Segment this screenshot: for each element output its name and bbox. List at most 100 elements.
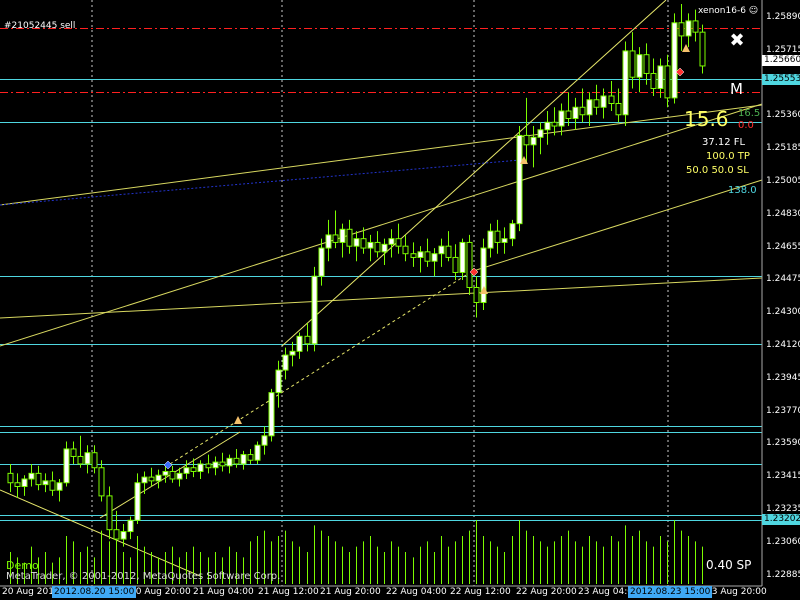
- candle-body: [388, 238, 395, 245]
- big-value: 15.6: [684, 107, 729, 131]
- candle-body: [586, 99, 593, 116]
- candle-body: [395, 238, 402, 247]
- arrow-marker: [480, 286, 488, 294]
- candle-body: [466, 241, 473, 288]
- candle-body: [501, 238, 508, 243]
- candle-body: [98, 467, 105, 497]
- candle-body: [42, 480, 49, 486]
- ma-line: [0, 159, 521, 206]
- trade-markers: [163, 44, 690, 470]
- price-tick: 1.25185: [766, 143, 800, 154]
- arrow-marker: [520, 156, 528, 164]
- candle-body: [671, 22, 678, 99]
- trade-marker: [675, 67, 685, 77]
- m-label: M: [730, 80, 743, 98]
- candle-body: [445, 245, 452, 258]
- candle-body: [537, 129, 544, 138]
- grid-lines: [91, 0, 669, 586]
- candle-body: [226, 457, 233, 467]
- sl-value: 50.0 50.0 SL: [686, 165, 749, 176]
- candle-body: [162, 470, 169, 476]
- candle-body: [438, 245, 445, 255]
- trendline: [0, 103, 763, 347]
- close-icon[interactable]: ✖: [729, 30, 745, 51]
- candle-body: [254, 444, 261, 461]
- tp-value: 100.0 TP: [706, 151, 750, 162]
- horizontal-levels: [0, 28, 762, 521]
- time-tick: 21 Aug 04:00: [193, 587, 254, 597]
- candle-body: [417, 251, 424, 258]
- candle-body: [643, 54, 650, 74]
- candle-body: [84, 452, 91, 465]
- candle-body: [120, 531, 127, 540]
- candle-body: [197, 463, 204, 472]
- candle-body: [70, 448, 77, 457]
- candle-body: [509, 223, 516, 240]
- time-highlight-left: 2012.08.20 15:00: [52, 586, 137, 598]
- candle-body: [63, 448, 70, 484]
- price-tick: 1.25715: [766, 44, 800, 55]
- candle-body: [523, 134, 530, 146]
- candle-body: [699, 31, 706, 67]
- candle-body: [268, 392, 275, 437]
- candle-body: [650, 72, 657, 89]
- candle-body: [572, 106, 579, 120]
- candle-body: [664, 65, 671, 99]
- current-price-box: 1.25660: [762, 55, 800, 66]
- candle-body: [106, 495, 113, 531]
- candle-body: [353, 238, 360, 247]
- candle-body: [516, 134, 523, 225]
- trendline: [281, 0, 667, 347]
- trendline: [0, 489, 201, 577]
- candle-body: [183, 467, 190, 474]
- candle-body: [565, 110, 572, 120]
- price-tick: 1.23945: [766, 372, 800, 383]
- price-tick: 1.24300: [766, 307, 800, 318]
- candle-body: [452, 256, 459, 273]
- candle-body: [600, 95, 607, 108]
- arrow-marker: [234, 416, 242, 424]
- candle-body: [219, 461, 226, 467]
- volume-histogram: [10, 520, 703, 584]
- candle-body: [615, 103, 622, 116]
- time-tick: 21 Aug 20:00: [320, 587, 381, 597]
- candle-body: [282, 354, 289, 371]
- candle-body: [593, 99, 600, 108]
- price-tick: 1.23415: [766, 471, 800, 482]
- candle-body: [608, 95, 615, 105]
- candle-body: [155, 474, 162, 482]
- candle-body: [367, 241, 374, 249]
- price-tick: 1.22885: [766, 569, 800, 580]
- candle-body: [685, 20, 692, 37]
- time-tick: 22 Aug 20:00: [516, 587, 577, 597]
- indicator-label: xenon16-6 ☺: [698, 6, 759, 16]
- candle-body: [424, 251, 431, 262]
- fl-value: 37.12 FL: [702, 137, 746, 148]
- candle-body: [296, 335, 303, 352]
- candle-body: [657, 65, 664, 89]
- account-mode: Demo: [6, 559, 39, 572]
- candle-body: [579, 106, 586, 116]
- candle-body: [473, 286, 480, 304]
- candle-body: [622, 50, 629, 116]
- candle-body: [346, 228, 353, 247]
- time-tick: 22 Aug 12:00: [450, 587, 511, 597]
- candle-body: [176, 472, 183, 480]
- copyright: MetaTrader, © 2001-2012, MetaQuotes Soft…: [6, 571, 281, 582]
- price-tick: 1.23590: [766, 438, 800, 449]
- candle-body: [431, 253, 438, 262]
- trade-marker: [163, 460, 173, 470]
- candle-body: [77, 455, 84, 465]
- time-highlight-right: 2012.08.23 15:00: [628, 586, 713, 598]
- trendline: [0, 104, 763, 206]
- candlesticks: [7, 4, 706, 549]
- candle-body: [544, 121, 551, 131]
- time-tick: 22 Aug 04:00: [386, 587, 447, 597]
- price-tick: 1.24655: [766, 241, 800, 252]
- candle-body: [28, 472, 35, 480]
- price-tick: 1.23060: [766, 536, 800, 547]
- candle-body: [91, 452, 98, 469]
- candle-body: [113, 529, 120, 540]
